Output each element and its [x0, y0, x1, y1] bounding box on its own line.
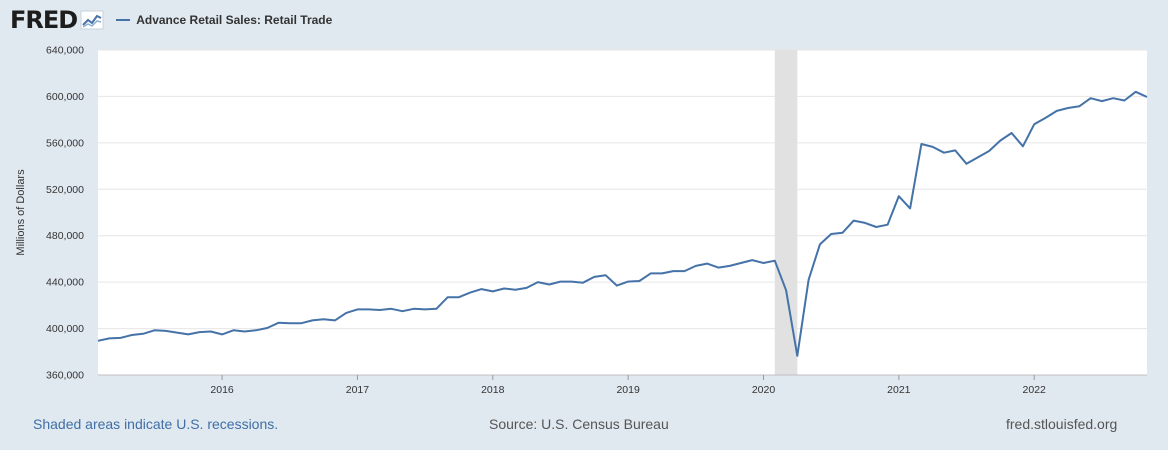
x-tick-label: 2019	[616, 384, 640, 396]
y-tick-label: 640,000	[46, 45, 84, 57]
y-tick-label: 480,000	[46, 230, 84, 242]
x-tick-label: 2016	[210, 384, 234, 396]
y-tick-label: 560,000	[46, 137, 84, 149]
x-axis: 2016 2017 2018 2019 2020 2021 2022	[98, 374, 1147, 396]
y-tick-label: 600,000	[46, 91, 84, 103]
fred-chart-logo-icon	[80, 10, 104, 30]
series-layer	[97, 90, 1148, 357]
series-line-retail-trade[interactable]	[97, 90, 1148, 357]
x-tick-label: 2020	[752, 384, 776, 396]
x-tick-label: 2018	[481, 384, 505, 396]
y-tick-label: 440,000	[46, 277, 84, 289]
x-tick-label: 2022	[1023, 384, 1047, 396]
legend-series-swatch	[116, 19, 131, 21]
x-tick-label: 2017	[346, 384, 370, 396]
recession-note-link[interactable]: Shaded areas indicate U.S. recessions.	[33, 416, 279, 432]
recession-shading	[774, 50, 798, 375]
chart-header: FRED Advance Retail Sales: Retail Trade	[10, 5, 332, 35]
site-url-text: fred.stlouisfed.org	[1006, 416, 1118, 432]
legend: Advance Retail Sales: Retail Trade	[116, 13, 332, 27]
legend-series-label: Advance Retail Sales: Retail Trade	[136, 13, 333, 27]
fred-logo[interactable]: FRED	[10, 6, 78, 34]
plot-area	[98, 50, 1147, 375]
y-tick-label: 520,000	[46, 184, 84, 196]
recession-band	[774, 50, 798, 375]
y-tick-label: 400,000	[46, 323, 84, 335]
source-text: Source: U.S. Census Bureau	[489, 416, 669, 432]
y-tick-label: 360,000	[46, 370, 84, 382]
x-tick-label: 2021	[887, 384, 911, 396]
y-axis: 360,000 400,000 440,000 480,000 520,000 560,0…	[46, 45, 84, 382]
y-axis-title: Millions of Dollars	[15, 169, 27, 256]
